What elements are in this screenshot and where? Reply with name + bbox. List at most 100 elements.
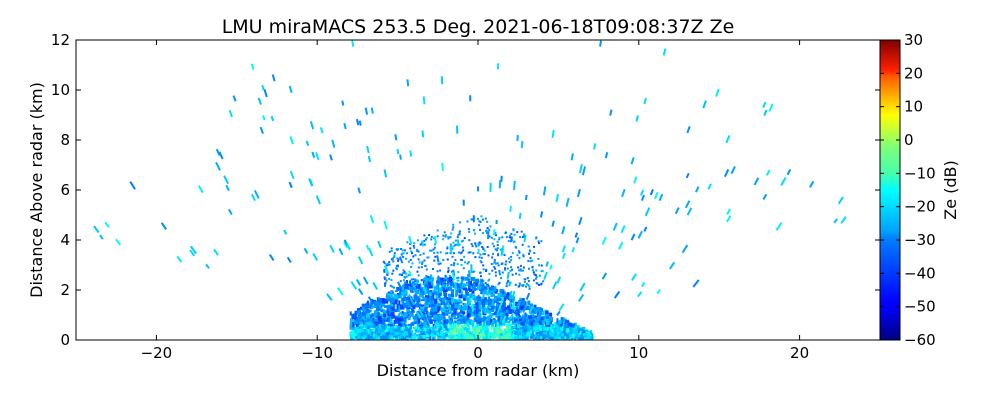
echo-pixel xyxy=(387,316,392,318)
echo-pixel xyxy=(367,334,371,340)
echo-pixel xyxy=(388,277,390,280)
echo-pixel xyxy=(385,305,388,308)
echo-pixel xyxy=(377,316,381,321)
echo-pixel xyxy=(499,318,503,323)
echo-pixel xyxy=(405,328,409,333)
echo-pixel xyxy=(427,316,430,322)
echo-pixel xyxy=(440,307,445,313)
echo-pixel xyxy=(506,292,510,297)
clutter-streak xyxy=(637,291,643,298)
echo-pixel xyxy=(370,331,374,336)
echo-pixel xyxy=(482,279,485,282)
echo-pixel xyxy=(569,328,573,334)
echo-pixel xyxy=(448,315,451,321)
echo-pixel xyxy=(580,328,584,331)
echo-pixel xyxy=(431,304,436,307)
echo-pixel xyxy=(433,316,438,320)
echo-pixel xyxy=(530,321,534,326)
echo-pixel xyxy=(403,305,408,309)
echo-pixel xyxy=(528,285,531,288)
clutter-streak xyxy=(640,194,645,202)
echo-pixel xyxy=(403,270,406,273)
clutter-streak xyxy=(489,182,492,192)
echo-pixel xyxy=(386,274,389,276)
echo-pixel xyxy=(376,297,380,303)
clutter-streak xyxy=(833,218,838,224)
echo-pixel xyxy=(478,299,483,305)
echo-pixel xyxy=(482,319,486,323)
echo-pixel xyxy=(423,297,428,301)
echo-pixel xyxy=(373,300,377,306)
echo-pixel xyxy=(447,267,450,270)
echo-pixel xyxy=(521,243,524,246)
clutter-streak xyxy=(604,152,609,159)
echo-pixel xyxy=(476,217,479,220)
echo-pixel xyxy=(372,338,375,340)
echo-pixel xyxy=(577,329,581,334)
echo-pixel xyxy=(529,257,532,260)
clutter-streak xyxy=(726,208,732,215)
echo-pixel xyxy=(459,221,462,224)
echo-pixel xyxy=(423,307,428,313)
echo-pixel xyxy=(450,329,454,335)
echo-pixel xyxy=(553,328,556,333)
echo-pixel xyxy=(485,334,489,339)
echo-pixel xyxy=(436,282,440,288)
echo-pixel xyxy=(373,318,377,322)
echo-pixel xyxy=(536,333,541,339)
echo-pixel xyxy=(458,294,463,299)
echo-pixel xyxy=(495,333,498,337)
echo-pixel xyxy=(483,249,486,252)
echo-pixel xyxy=(464,261,466,264)
clutter-streak xyxy=(726,215,732,223)
echo-pixel xyxy=(429,290,433,295)
echo-pixel xyxy=(430,235,433,238)
echo-pixel xyxy=(431,330,435,335)
clutter-streak xyxy=(593,143,597,150)
echo-pixel xyxy=(487,299,492,304)
echo-pixel xyxy=(535,315,538,318)
echo-pixel xyxy=(466,330,471,335)
echo-pixel xyxy=(397,259,400,262)
echo-pixel xyxy=(506,281,509,283)
clutter-streak xyxy=(509,313,514,320)
clutter-streak xyxy=(549,264,553,270)
echo-pixel xyxy=(399,280,402,283)
echo-pixel xyxy=(392,269,395,272)
echo-pixel xyxy=(414,332,417,335)
echo-pixel xyxy=(414,326,418,330)
echo-pixel xyxy=(410,266,413,268)
clutter-streak xyxy=(565,197,570,207)
echo-pixel xyxy=(405,272,408,275)
clutter-streak xyxy=(470,264,473,274)
echo-pixel xyxy=(412,326,415,329)
clutter-streak xyxy=(319,127,324,134)
echo-pixel xyxy=(466,322,470,327)
echo-pixel xyxy=(556,318,559,324)
echo-pixel xyxy=(555,321,559,326)
echo-pixel xyxy=(537,257,540,260)
echo-pixel xyxy=(414,291,417,297)
echo-pixel xyxy=(533,335,536,340)
clutter-streak xyxy=(253,189,260,199)
clutter-streak xyxy=(551,220,555,227)
echo-pixel xyxy=(446,258,449,261)
echo-pixel xyxy=(350,327,355,330)
echo-pixel xyxy=(505,285,508,288)
echo-pixel xyxy=(519,327,523,330)
clutter-streak xyxy=(399,311,406,319)
echo-pixel xyxy=(440,277,445,282)
echo-pixel xyxy=(475,245,478,248)
x-tick-label: 20 xyxy=(790,344,809,362)
clutter-streak xyxy=(630,233,636,241)
echo-pixel xyxy=(400,327,404,331)
clutter-streak xyxy=(228,109,234,118)
echo-pixel xyxy=(432,268,434,270)
echo-pixel xyxy=(495,234,497,237)
echo-pixel xyxy=(438,335,443,338)
echo-pixel xyxy=(395,248,398,251)
clutter-streak xyxy=(288,85,293,93)
echo-pixel xyxy=(464,315,468,319)
echo-pixel xyxy=(510,299,514,303)
echo-pixel xyxy=(475,305,479,309)
